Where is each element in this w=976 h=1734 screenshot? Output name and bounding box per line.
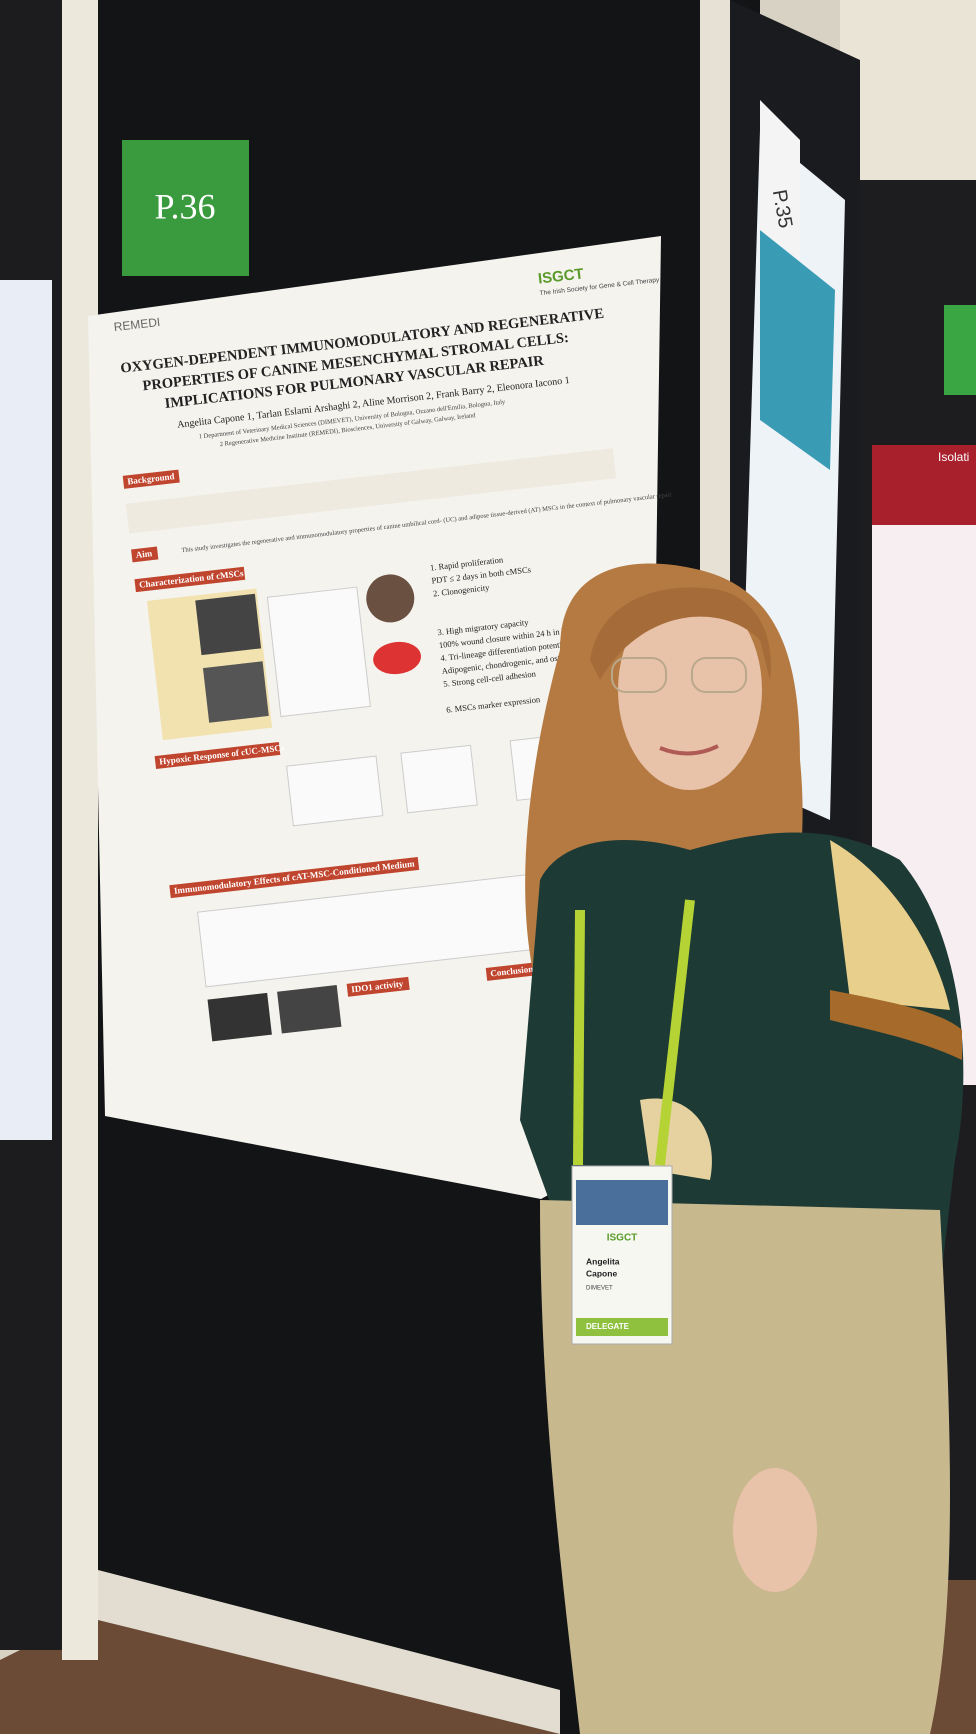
mouth [659, 744, 719, 756]
neighbor-number-card [760, 100, 800, 260]
figure-microscopy [202, 661, 269, 723]
shirt-pattern [830, 990, 962, 1060]
hand [733, 1468, 817, 1592]
figure-spheroid [373, 641, 421, 675]
neighbor-poster-banner [760, 230, 835, 470]
ceiling-corner [840, 0, 976, 200]
far-right-poster-title: Isolati [938, 450, 969, 464]
figure-bars [286, 755, 384, 827]
face [618, 590, 762, 790]
figure-colony [366, 574, 415, 623]
section-header-bg [122, 469, 180, 489]
far-right-poster-header [872, 445, 976, 525]
logo-remedi: REMEDI [113, 315, 161, 334]
section-header-bg [169, 856, 420, 899]
badge: ISGCT Angelita Capone DIMEVET DELEGATE [571, 1165, 673, 1345]
glasses [691, 657, 747, 693]
poster-number-card [122, 140, 249, 276]
far-right-number-card [944, 305, 976, 395]
figure-microscopy [207, 992, 272, 1042]
glasses [611, 657, 667, 693]
poster-number: P.36 [154, 186, 215, 226]
lanyard [573, 909, 585, 1166]
figure-bars [400, 744, 478, 814]
figure-microscopy [195, 593, 262, 656]
hair-top [590, 587, 771, 680]
shirt-pattern [830, 840, 950, 1010]
section-header-bg [134, 566, 246, 593]
frame-post [62, 0, 98, 1660]
background-text-block [125, 448, 617, 534]
frame-bottom [98, 1570, 560, 1734]
badge-event: ISGCT [607, 1233, 638, 1244]
section-header-bg [485, 961, 547, 981]
badge-role-bar [576, 1318, 668, 1336]
figure-microscopy [277, 984, 342, 1034]
logo-isgct: ISGCT [537, 265, 584, 287]
section-header: Aim [135, 548, 153, 560]
section-header-bg [131, 546, 159, 563]
badge-role: DELEGATE [586, 1322, 630, 1331]
left-poster [0, 280, 52, 1140]
section-header: Conclusion [490, 964, 534, 979]
figure-charts [266, 586, 371, 718]
section-header-bg [154, 741, 281, 770]
section-header-bg [346, 976, 410, 997]
lanyard [655, 899, 695, 1166]
badge-images [576, 1180, 668, 1225]
badge-last-name: Capone [586, 1268, 617, 1278]
badge-first-name: Angelita [586, 1256, 620, 1266]
badge-org: DIMEVET [586, 1286, 613, 1292]
